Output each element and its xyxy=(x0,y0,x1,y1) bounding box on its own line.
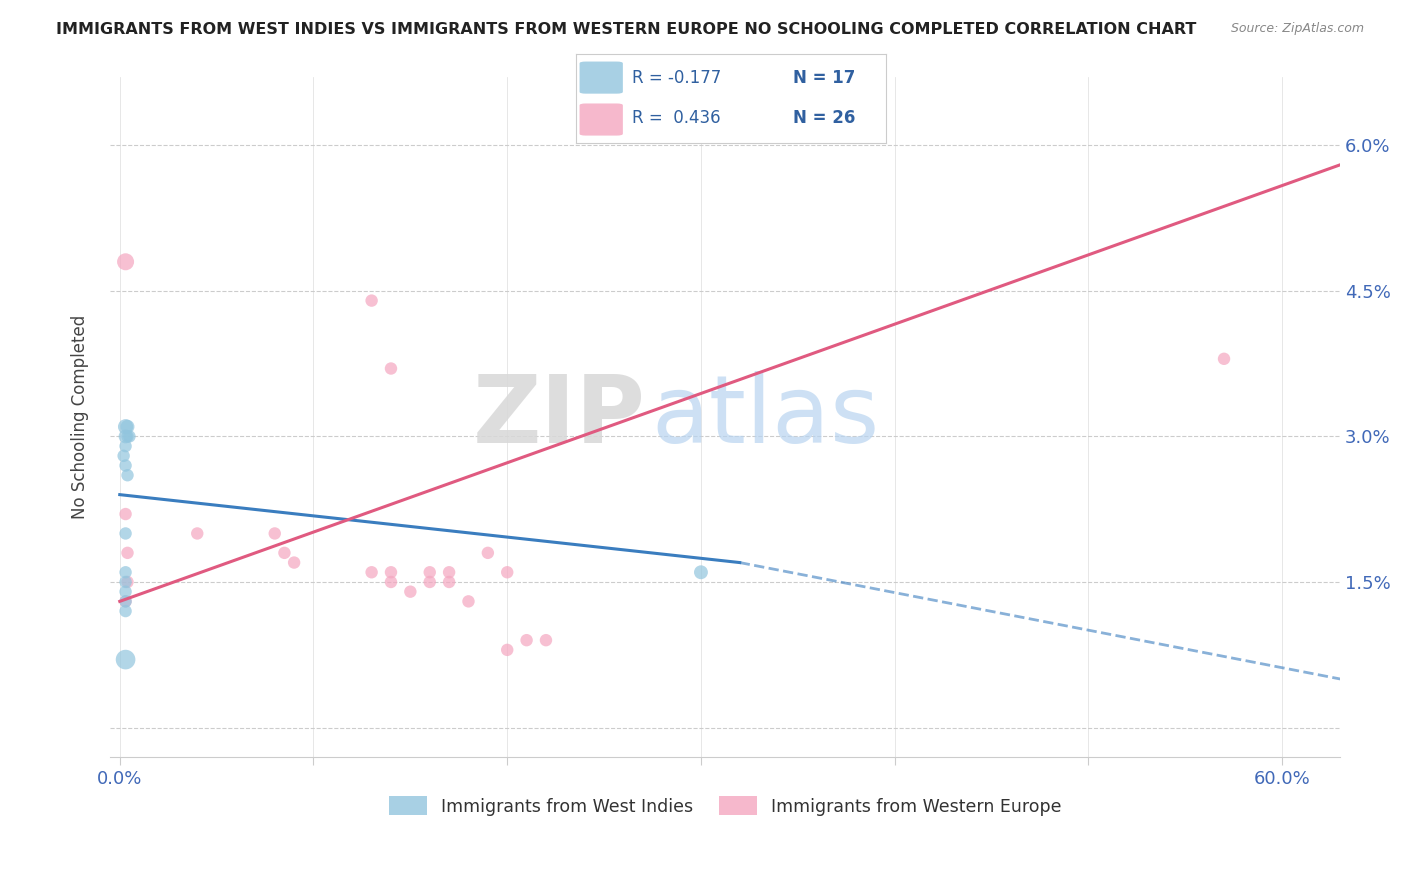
Point xyxy=(114,458,136,473)
Point xyxy=(457,594,479,608)
Y-axis label: No Schooling Completed: No Schooling Completed xyxy=(72,315,89,519)
Point xyxy=(114,604,136,618)
Point xyxy=(114,594,136,608)
Point xyxy=(360,293,382,308)
Point xyxy=(380,574,402,589)
Point xyxy=(117,468,139,483)
Text: R =  0.436: R = 0.436 xyxy=(633,109,721,127)
Text: Source: ZipAtlas.com: Source: ZipAtlas.com xyxy=(1230,22,1364,36)
Point xyxy=(114,566,136,580)
Point xyxy=(114,526,136,541)
Text: IMMIGRANTS FROM WEST INDIES VS IMMIGRANTS FROM WESTERN EUROPE NO SCHOOLING COMPL: IMMIGRANTS FROM WEST INDIES VS IMMIGRANT… xyxy=(56,22,1197,37)
Point xyxy=(117,546,139,560)
Point xyxy=(114,652,136,666)
Point xyxy=(437,566,460,580)
Point xyxy=(273,546,295,560)
Point xyxy=(114,507,136,521)
Point xyxy=(263,526,285,541)
Point xyxy=(114,584,136,599)
Point xyxy=(114,574,136,589)
Point xyxy=(118,429,141,443)
Point xyxy=(117,419,139,434)
Text: N = 17: N = 17 xyxy=(793,69,855,87)
Point xyxy=(283,556,305,570)
Text: ZIP: ZIP xyxy=(472,371,645,463)
Point xyxy=(419,574,441,589)
Point xyxy=(437,574,460,589)
Point xyxy=(399,584,422,599)
Point xyxy=(114,594,136,608)
Point xyxy=(117,429,139,443)
Point xyxy=(380,566,402,580)
Text: atlas: atlas xyxy=(651,371,880,463)
Point xyxy=(477,546,499,560)
Point xyxy=(114,439,136,453)
Point xyxy=(114,429,136,443)
Legend: Immigrants from West Indies, Immigrants from Western Europe: Immigrants from West Indies, Immigrants … xyxy=(382,789,1069,822)
Point xyxy=(516,633,538,648)
Point xyxy=(117,574,139,589)
Point xyxy=(419,566,441,580)
Point xyxy=(534,633,557,648)
Point xyxy=(112,449,135,463)
Point xyxy=(114,254,136,268)
Text: R = -0.177: R = -0.177 xyxy=(633,69,721,87)
Point xyxy=(1213,351,1236,366)
Point xyxy=(186,526,208,541)
Text: N = 26: N = 26 xyxy=(793,109,855,127)
Point xyxy=(380,361,402,376)
Point xyxy=(360,566,382,580)
Point xyxy=(114,419,136,434)
Point xyxy=(496,566,519,580)
Point xyxy=(496,643,519,657)
Point xyxy=(690,566,713,580)
FancyBboxPatch shape xyxy=(579,103,623,136)
FancyBboxPatch shape xyxy=(579,62,623,94)
